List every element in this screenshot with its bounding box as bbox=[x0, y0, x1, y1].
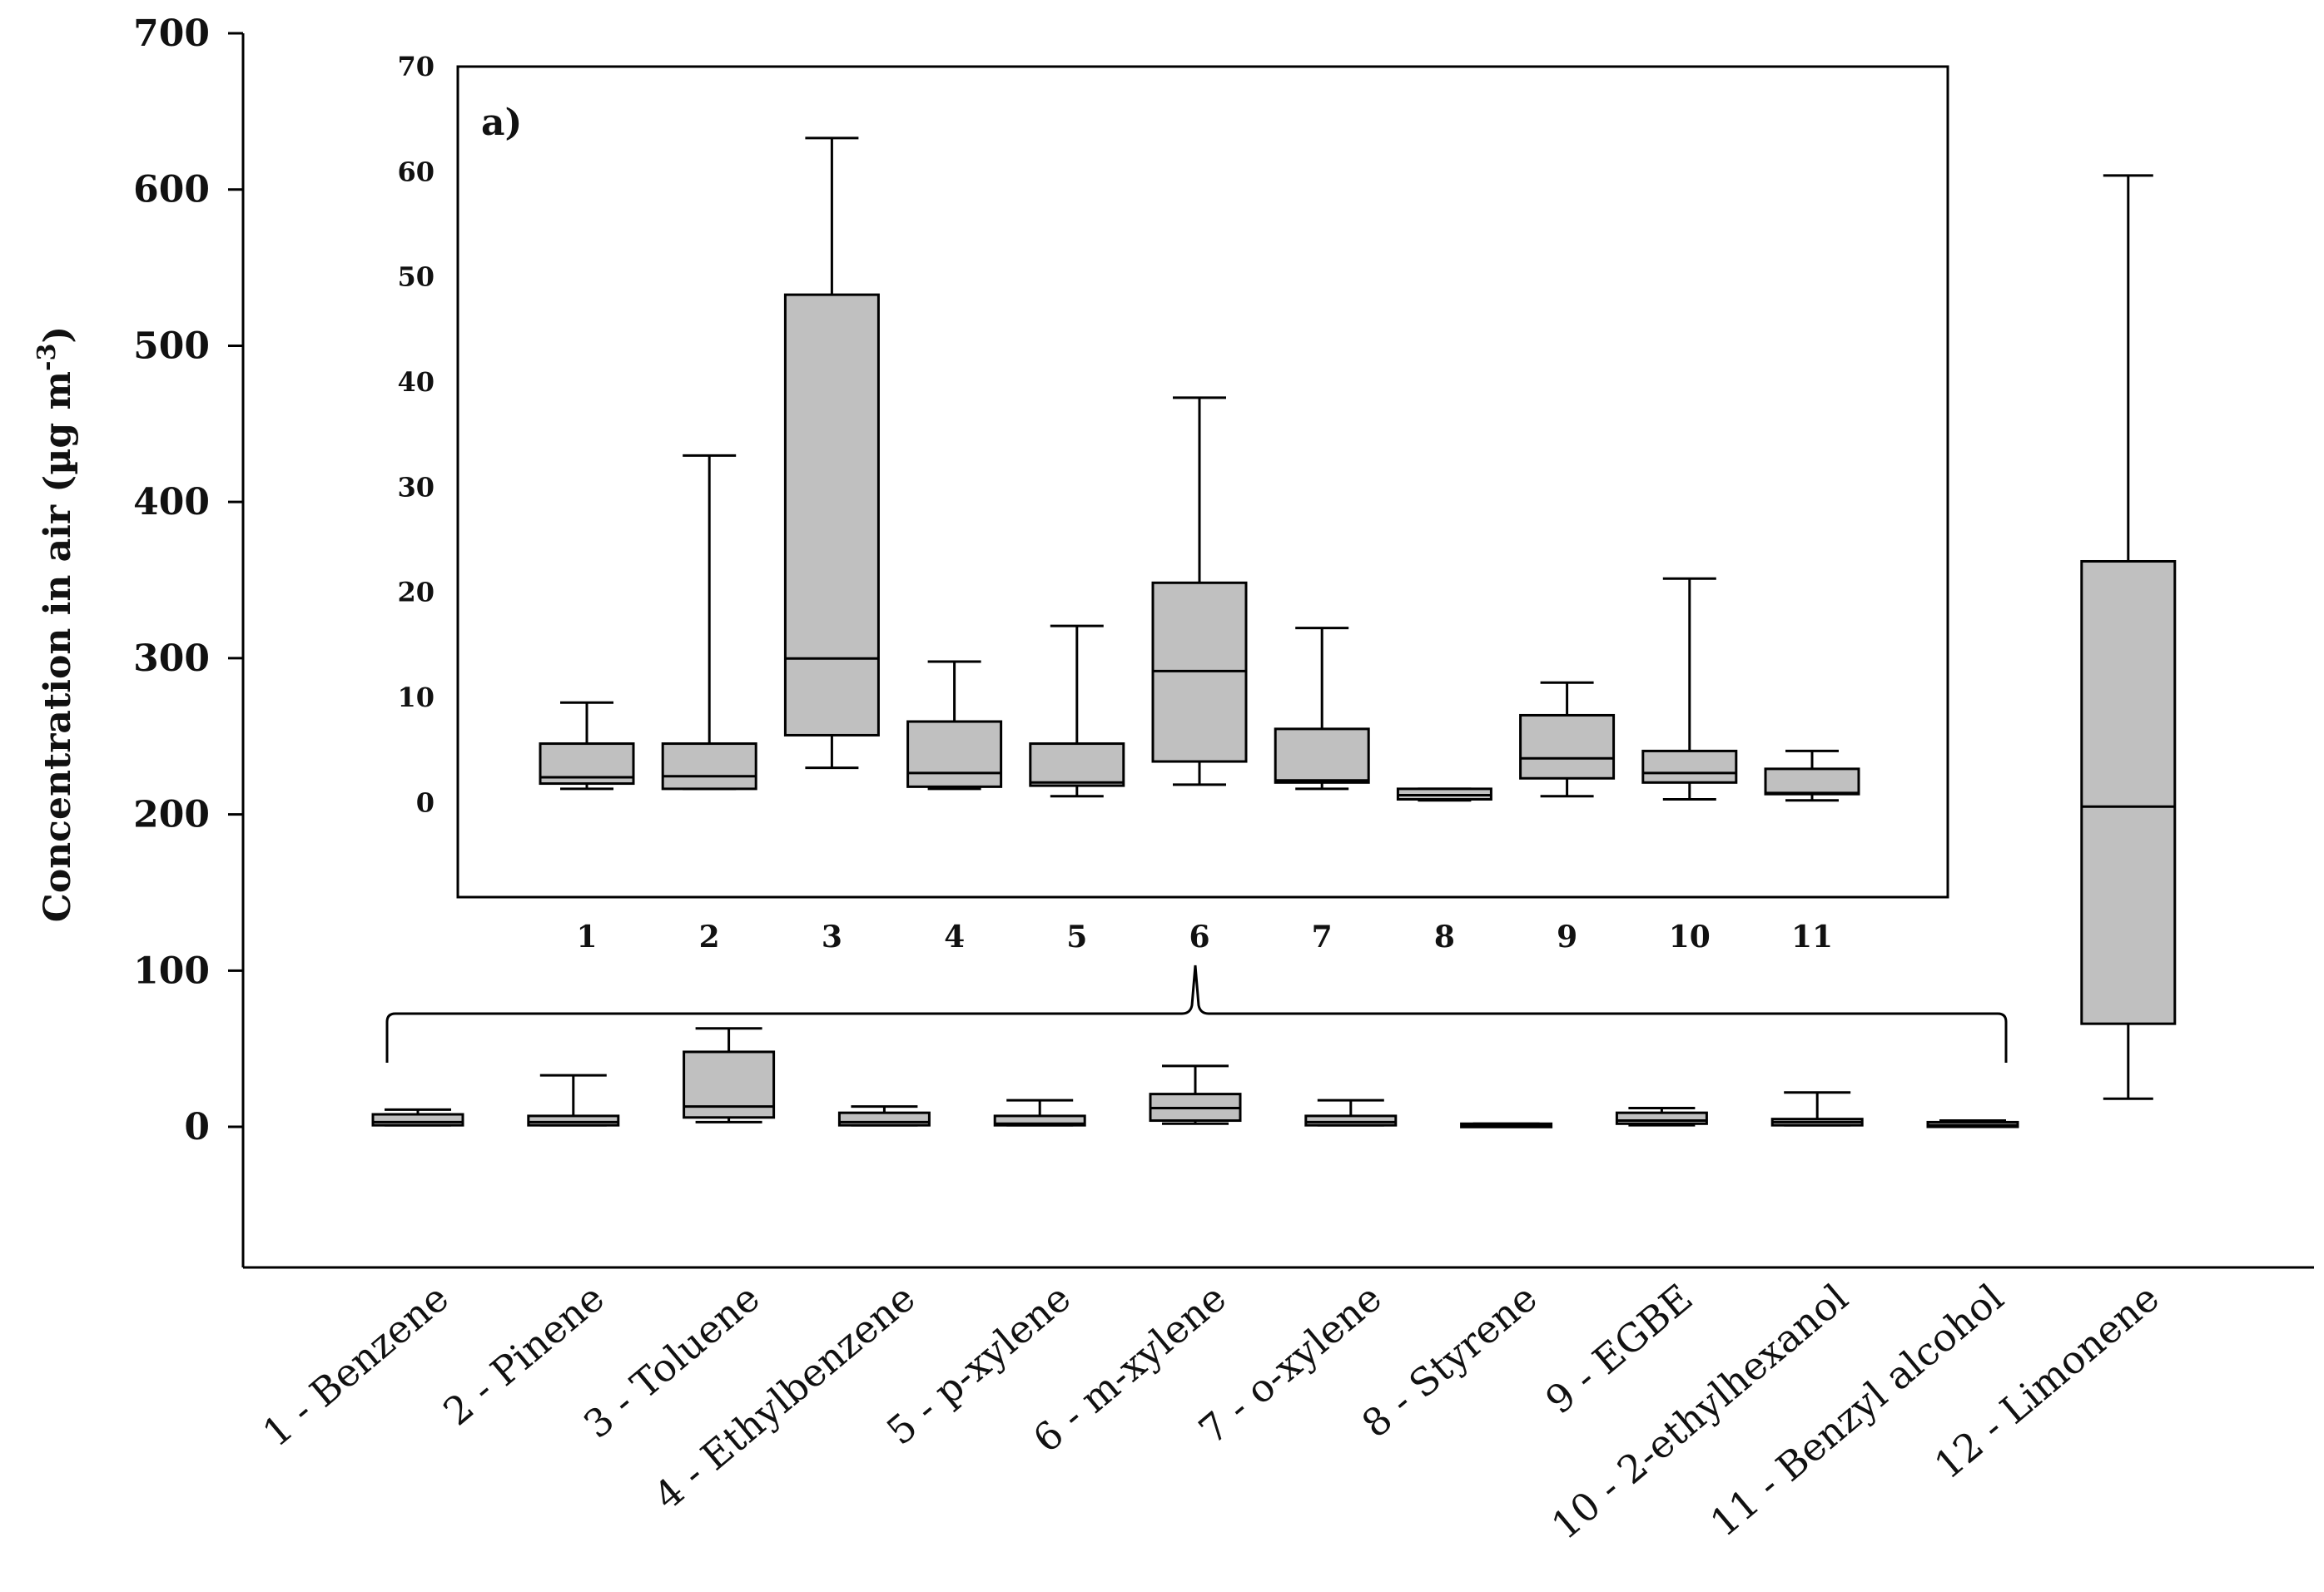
inset-box-9 bbox=[1641, 749, 1738, 784]
inset-x-tick-label-9: 10 bbox=[1669, 920, 1711, 955]
inset-box-6 bbox=[1274, 727, 1370, 784]
inset-x-tick-label-0: 1 bbox=[576, 920, 597, 955]
y-tick-label-2: 200 bbox=[133, 794, 210, 836]
x-category-label-10: 11 - Benzyl alcohol bbox=[1701, 1275, 2012, 1545]
group-brace bbox=[385, 965, 2008, 1063]
y-tick-label-1: 100 bbox=[133, 950, 210, 992]
inset-y-tick-label-0: 0 bbox=[416, 786, 435, 818]
inset-x-tick-label-5: 6 bbox=[1189, 920, 1209, 955]
y-axis-label: Concentration in air (µg m-3) bbox=[32, 326, 79, 922]
inset-y-tick-label-4: 40 bbox=[397, 366, 435, 398]
y-tick-label-5: 500 bbox=[133, 325, 210, 367]
inset-x-tick-label-2: 3 bbox=[822, 920, 842, 955]
main-box-4 bbox=[993, 1114, 1086, 1127]
y-tick-label-4: 400 bbox=[133, 481, 210, 523]
y-tick-label-3: 300 bbox=[133, 637, 210, 680]
inset-x-tick-label-1: 2 bbox=[699, 920, 720, 955]
y-tick-label-6: 600 bbox=[133, 169, 210, 211]
main-box-0 bbox=[371, 1113, 464, 1127]
inset-y-tick-label-6: 60 bbox=[397, 156, 435, 187]
y-tick-label-7: 700 bbox=[133, 12, 210, 55]
main-box-8 bbox=[1615, 1111, 1708, 1125]
inset-x-tick-label-10: 11 bbox=[1791, 920, 1833, 955]
main-box-3 bbox=[837, 1111, 931, 1127]
main-box-11 bbox=[2080, 559, 2177, 1025]
inset-x-tick-label-4: 5 bbox=[1066, 920, 1087, 955]
inset-box-1 bbox=[661, 742, 757, 791]
panel-label: a) bbox=[481, 102, 522, 144]
inset-x-tick-label-6: 7 bbox=[1312, 920, 1333, 955]
inset-plot: 0 10 20 30 40 50 60 70 1 2 3 4 5 6 7 8 9 10 11 bbox=[397, 51, 1860, 955]
inset-x-tick-label-8: 9 bbox=[1557, 920, 1577, 955]
main-box-1 bbox=[527, 1114, 620, 1127]
inset-box-2 bbox=[783, 293, 880, 736]
inset-box-3 bbox=[906, 720, 1003, 788]
x-category-label-0: 1 - Benzene bbox=[254, 1275, 457, 1456]
inset-x-tick-label-3: 4 bbox=[944, 920, 965, 955]
inset-y-tick-label-2: 20 bbox=[397, 577, 435, 608]
x-category-label-9: 10 - 2-ethylhexanol bbox=[1543, 1275, 1857, 1548]
main-box-6 bbox=[1304, 1114, 1398, 1127]
inset-box-8 bbox=[1519, 713, 1616, 780]
inset-y-tick-label-3: 30 bbox=[397, 471, 435, 503]
inset-x-tick-label-7: 8 bbox=[1434, 920, 1455, 955]
inset-y-tick-label-1: 10 bbox=[397, 682, 435, 713]
x-category-label-3: 4 - Ethylbenzene bbox=[645, 1275, 923, 1519]
y-tick-label-0: 0 bbox=[184, 1106, 210, 1148]
inset-box-4 bbox=[1029, 742, 1125, 787]
inset-y-tick-label-7: 70 bbox=[397, 51, 435, 82]
inset-y-tick-label-5: 50 bbox=[397, 261, 435, 293]
inset-box-10 bbox=[1764, 767, 1860, 796]
x-category-label-8: 9 - EGBE bbox=[1537, 1275, 1701, 1422]
